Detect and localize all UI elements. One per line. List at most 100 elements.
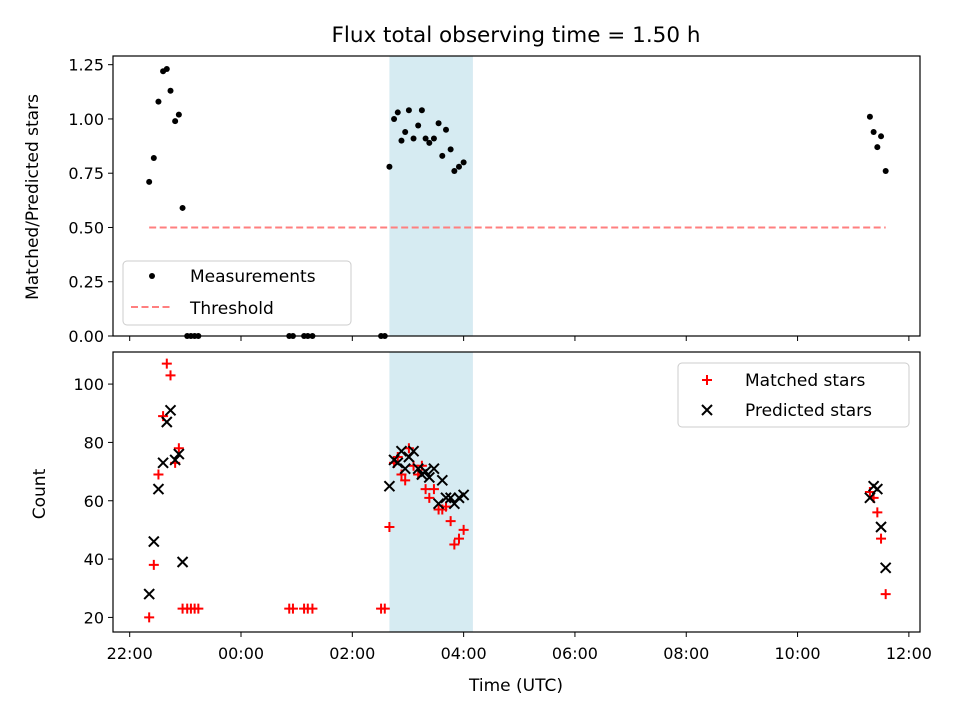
measurement-point — [146, 178, 153, 185]
matched-star-point — [161, 358, 172, 369]
measurement-point — [430, 135, 437, 142]
matched-star-point — [408, 460, 419, 471]
matched-star-point — [379, 603, 390, 614]
y-tick-label: 1.00 — [68, 110, 104, 129]
legend-label: Threshold — [189, 299, 274, 319]
axes-frame — [112, 55, 921, 337]
matched-star-point — [173, 443, 184, 454]
matched-star-point — [458, 524, 469, 535]
measurement-point — [426, 139, 433, 146]
measurement-point — [455, 163, 462, 170]
measurement-point — [439, 152, 446, 159]
measurement-point — [172, 118, 179, 125]
x-axis-label: Time (UTC) — [468, 676, 563, 696]
predicted-star-point — [169, 454, 181, 466]
measurement-point — [460, 159, 467, 166]
legend-box — [677, 362, 910, 428]
measurement-point — [418, 107, 425, 114]
measurement-point — [874, 144, 881, 151]
predicted-star-point — [164, 404, 177, 417]
chart-title: Flux total observing time = 1.50 h — [332, 23, 701, 48]
measurement-point — [878, 133, 885, 140]
matched-star-point — [428, 484, 439, 495]
measurement-point — [447, 146, 454, 153]
axes-frame — [112, 351, 921, 633]
measurement-point — [415, 122, 422, 129]
predicted-star-point — [399, 462, 411, 475]
matched-star-point — [876, 533, 887, 544]
predicted-star-point — [173, 448, 185, 460]
x-tick-label: 06:00 — [552, 644, 598, 663]
measurement-point — [155, 98, 162, 105]
matched-star-point — [193, 603, 204, 614]
measurement-point — [866, 113, 873, 120]
matched-star-point — [420, 484, 431, 495]
measurement-point — [870, 128, 877, 135]
measurement-point — [398, 137, 405, 144]
matched-star-point — [148, 559, 159, 570]
predicted-star-point — [152, 483, 165, 495]
y-tick-label: 40 — [84, 550, 104, 569]
x-tick-label: 10:00 — [775, 644, 821, 663]
matched-star-point — [165, 370, 176, 381]
matched-star-point — [449, 539, 460, 550]
legend-measurement-marker — [149, 273, 155, 279]
legend-matched-marker — [702, 375, 712, 385]
y-tick-label: 0.75 — [68, 164, 104, 183]
top-y-axis-label: Matched/Predicted stars — [23, 94, 43, 300]
measurement-point — [391, 115, 398, 122]
x-tick-label: 22:00 — [107, 644, 153, 663]
y-tick-label: 20 — [84, 608, 104, 627]
y-tick-label: 80 — [84, 433, 104, 452]
predicted-star-point — [157, 457, 169, 469]
observing-window-span — [389, 352, 473, 632]
matched-star-point — [384, 522, 395, 532]
predicted-star-point — [148, 535, 160, 548]
matched-star-point — [880, 589, 891, 600]
predicted-star-point — [392, 457, 404, 469]
matched-star-point — [144, 612, 155, 623]
measurement-point — [163, 66, 170, 73]
matched-star-point — [287, 603, 298, 614]
predicted-star-point — [176, 556, 189, 568]
predicted-star-point — [428, 462, 440, 475]
predicted-star-point — [444, 492, 457, 504]
measurement-point — [882, 168, 889, 175]
legend-box — [122, 260, 352, 326]
bottom-y-axis-label: Count — [30, 468, 50, 519]
predicted-star-point — [457, 489, 470, 501]
y-tick-label: 0.50 — [68, 218, 104, 237]
predicted-star-point — [875, 521, 887, 533]
measurement-point — [175, 111, 182, 118]
x-tick-label: 08:00 — [663, 644, 709, 663]
ratio-panel: 0.00 0.25 0.50 0.75 1.00 1.25 Measurements Thre… — [68, 55, 921, 346]
matched-star-point — [307, 603, 318, 614]
predicted-star-point — [143, 588, 155, 600]
predicted-star-point — [407, 445, 420, 457]
y-tick-label: 0.25 — [68, 273, 104, 292]
x-tick-label: 12:00 — [886, 644, 932, 663]
measurement-point — [410, 135, 417, 142]
measurement-point — [451, 168, 458, 175]
legend-label: Measurements — [190, 267, 316, 287]
y-tick-label: 60 — [84, 492, 104, 511]
predicted-star-point — [432, 497, 445, 510]
predicted-star-point — [879, 562, 892, 574]
predicted-star-point — [440, 492, 452, 504]
predicted-star-point — [423, 471, 436, 484]
y-tick-label: 100 — [73, 375, 104, 394]
predicted-star-point — [395, 445, 408, 457]
observing-window-span — [389, 56, 473, 336]
measurement-point — [443, 126, 450, 133]
predicted-star-point — [383, 480, 396, 492]
predicted-star-point — [161, 416, 173, 428]
matched-star-point — [445, 516, 456, 527]
measurement-point — [402, 128, 409, 135]
matched-star-point — [424, 492, 435, 503]
measurement-point — [167, 87, 174, 94]
measurement-point — [405, 107, 412, 114]
matched-star-point — [153, 469, 164, 480]
predicted-star-point — [419, 465, 432, 478]
count-panel: 20 40 60 80 100 22:00 00:00 02:00 04:00 06:00 08:0… — [73, 351, 932, 663]
